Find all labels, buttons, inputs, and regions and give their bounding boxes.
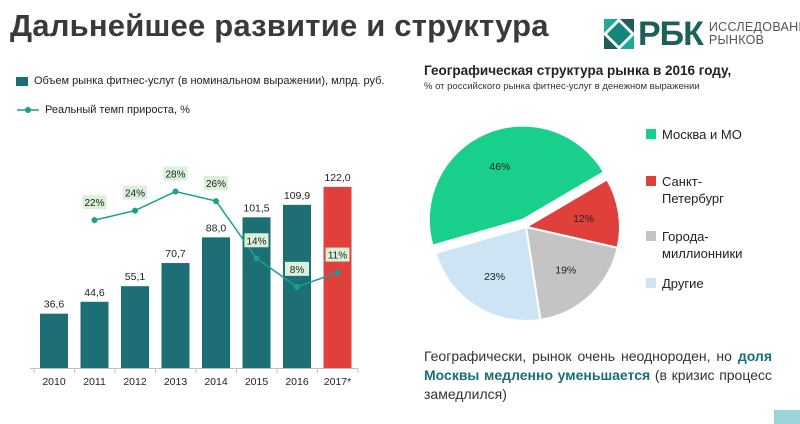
bar-legend: Объем рынка фитнес-услуг (в номинальном …	[16, 75, 384, 87]
rbc-logo-line1: ИССЛЕДОВАНИЯ	[708, 20, 800, 34]
note-highlight: доля Москвы медленно уменьшается	[424, 348, 772, 383]
pie-slice-2	[524, 225, 619, 322]
line-legend-label: Реальный темп прироста, %	[45, 104, 190, 116]
pie-legend-label: Санкт- Петербург	[662, 174, 724, 206]
rbc-logo: РБК ИССЛЕДОВАНИЯ РЫНКОВ	[604, 15, 800, 53]
bar-2012	[121, 286, 149, 368]
growth-point	[253, 255, 260, 262]
x-tick-label: 2014	[204, 376, 228, 388]
pie-value-label: 46%	[489, 161, 510, 173]
growth-label: 22%	[84, 198, 104, 209]
market-volume-chart: 36,6 2010 44,6 2011 55,1 2012 70,7 2013 2014 101,…	[30, 166, 359, 388]
growth-label: 8%	[290, 265, 305, 276]
growth-label-bg	[82, 195, 107, 210]
bar-legend-swatch	[16, 76, 28, 86]
bar-legend-label: Объем рынка фитнес-услуг (в номинальном …	[34, 75, 385, 87]
note-text-after: (в кризис процесс замедлился)	[424, 367, 772, 402]
pie-legend-label: Другие	[662, 276, 704, 291]
corner-decoration	[774, 410, 800, 424]
pie-chart-title: Географическая структура рынка в 2016 го…	[424, 63, 732, 78]
bar-value-label: 55,1	[125, 271, 146, 283]
pie-legend-label: Города- миллионники	[662, 229, 743, 261]
pie-legend-item: Другие	[646, 275, 704, 292]
line-legend: Реальный темп прироста, %	[16, 104, 190, 116]
growth-point	[334, 269, 341, 276]
pie-legend-swatch	[646, 278, 656, 288]
pie-value-label: 12%	[573, 213, 594, 225]
growth-label-bg	[244, 233, 269, 248]
pie-value-label: 23%	[484, 271, 505, 283]
pie-legend-item: Города- миллионники	[646, 228, 742, 262]
x-tick-label: 2016	[285, 376, 309, 388]
growth-point	[172, 188, 179, 195]
x-tick-label: 2013	[164, 376, 188, 388]
bar-value-label: 44,6	[84, 287, 105, 299]
growth-label: 14%	[246, 236, 266, 247]
growth-point	[294, 283, 300, 290]
growth-label-bg	[123, 185, 147, 200]
growth-label: 11%	[328, 251, 347, 262]
growth-point	[213, 198, 219, 205]
x-tick-label: 2017*	[324, 376, 351, 388]
growth-label: 24%	[125, 189, 145, 200]
pie-slice-3	[434, 225, 542, 322]
x-tick-label: 2015	[245, 376, 269, 388]
x-tick-label: 2011	[83, 376, 106, 388]
growth-label-bg	[204, 176, 228, 191]
page-title: Дальнейшее развитие и структура	[10, 8, 549, 43]
geography-pie-chart: 46% 12% 19% 23%	[427, 124, 621, 322]
pie-legend-item: Санкт- Петербург	[646, 173, 724, 207]
bar-2011	[80, 301, 109, 368]
bar-value-label: 109,9	[284, 190, 310, 202]
rbc-logo-mark-icon	[604, 19, 634, 49]
conclusion-note: Географически, рынок очень неоднороден, …	[424, 347, 772, 404]
bar-value-label: 122,0	[324, 172, 350, 184]
note-text-before: Географически, рынок очень неоднороден, …	[424, 348, 738, 364]
growth-point	[132, 207, 138, 214]
rbc-logo-line2: РЫНКОВ	[708, 33, 765, 47]
bar-value-label: 36,6	[44, 299, 65, 311]
pie-slice-0	[427, 124, 606, 247]
bar-2014	[202, 237, 230, 368]
bar-value-label: 70,7	[165, 248, 186, 260]
growth-point	[91, 217, 98, 224]
growth-label: 28%	[165, 170, 185, 181]
x-tick-label: 2012	[123, 376, 147, 388]
bar-value-label-partial: 88,0	[206, 222, 227, 234]
growth-label: 26%	[206, 179, 226, 190]
growth-label-bg	[163, 166, 188, 181]
pie-chart-subtitle: % от российского рынка фитнес-услуг в де…	[424, 81, 700, 92]
rbc-logo-text: РБК	[638, 15, 704, 53]
bar-2017*	[323, 186, 352, 368]
rbc-logo-subtitle: ИССЛЕДОВАНИЯ РЫНКОВ	[709, 21, 800, 47]
growth-label-bg	[325, 247, 350, 262]
pie-legend-swatch	[646, 129, 656, 139]
bar-value-label: 101,5	[243, 202, 269, 214]
pie-legend-label: Москва и МО	[662, 127, 742, 142]
bar-2010	[40, 313, 68, 368]
x-tick-label: 2010	[42, 376, 66, 388]
pie-legend-swatch	[646, 231, 656, 241]
pie-legend-item: Москва и МО	[646, 126, 742, 143]
line-legend-swatch	[17, 107, 39, 113]
pie-legend-swatch	[646, 176, 656, 186]
pie-value-label: 19%	[555, 265, 576, 277]
growth-label-bg	[285, 261, 309, 276]
bar-2013	[161, 263, 190, 368]
pie-slice-1	[523, 178, 621, 250]
